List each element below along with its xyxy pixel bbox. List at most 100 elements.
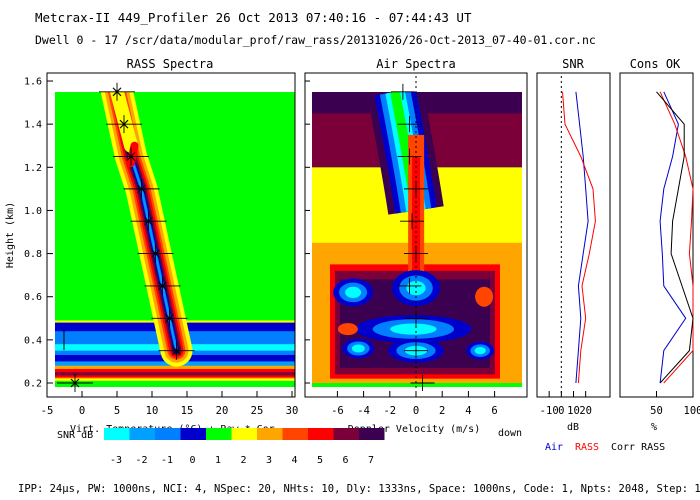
y-tick-label: 1.0 xyxy=(24,206,42,217)
colorbar-swatch xyxy=(333,428,359,440)
colorbar-tick-label: 7 xyxy=(368,455,374,466)
series-line-rass xyxy=(562,91,596,384)
rass-marker xyxy=(137,244,174,263)
colorbar-tick-label: -3 xyxy=(110,455,122,466)
air-title: Air Spectra xyxy=(376,57,455,71)
x-tick-label: 20 xyxy=(579,405,592,417)
rass-band xyxy=(55,372,295,376)
rass-marker xyxy=(144,276,181,295)
footer-text: IPP: 24µs, PW: 1000ns, NCI: 4, NSpec: 20… xyxy=(18,483,700,495)
x-tick-label: -2 xyxy=(383,405,396,417)
air-marker xyxy=(404,342,428,359)
rass-marker xyxy=(113,147,149,166)
y-tick-label: 1.4 xyxy=(24,120,42,131)
x-tick-label: 0 xyxy=(79,405,85,417)
air-marks xyxy=(390,83,435,391)
colorbar-tick-label: -2 xyxy=(135,455,147,466)
colorbar-tick-label: 1 xyxy=(215,455,221,466)
snr-xlabel: dB xyxy=(567,422,579,433)
rass-spectra-field xyxy=(55,92,295,387)
colorbar-swatch xyxy=(155,428,181,440)
x-tick-label: -5 xyxy=(41,405,54,417)
y-tick-label: 1.6 xyxy=(24,77,42,88)
series-line-rass xyxy=(659,91,694,384)
rass-title: RASS Spectra xyxy=(127,57,214,71)
air-marker xyxy=(404,180,428,197)
colorbar-tick-label: 5 xyxy=(317,455,323,466)
air-blob xyxy=(406,280,426,296)
air-xlabel: Doppler Velocity (m/s) xyxy=(348,424,480,435)
air-marker xyxy=(400,213,425,230)
rass-marker xyxy=(123,179,160,198)
snr-title: SNR xyxy=(562,57,584,71)
colorbar-tick-label: 2 xyxy=(240,455,246,466)
rass-marker xyxy=(158,341,195,360)
colorbar-label: SNR dB xyxy=(57,430,93,441)
x-tick-label: 10 xyxy=(146,405,159,417)
air-marker xyxy=(397,116,422,133)
air-xlabel-down: down xyxy=(498,428,522,439)
air-blob xyxy=(475,286,494,307)
colorbar-swatch xyxy=(180,428,206,440)
x-tick-label: 6 xyxy=(491,405,497,417)
rass-frame xyxy=(46,72,296,398)
air-marker xyxy=(404,245,428,262)
legend-corr: Corr RASS xyxy=(611,442,665,453)
snr-plot: -10 0 10 20 xyxy=(540,76,596,417)
air-blob xyxy=(474,347,486,355)
colorbar-swatch xyxy=(231,428,257,440)
rass-marker xyxy=(99,82,135,101)
series-line-air xyxy=(659,91,687,384)
y-tick-label: 1.2 xyxy=(24,163,42,174)
colorbar-swatch xyxy=(129,428,155,440)
series-line-air xyxy=(575,91,589,384)
x-tick-label: 25 xyxy=(251,405,264,417)
x-tick-label: 100 xyxy=(684,405,700,417)
x-tick-label: 20 xyxy=(216,405,229,417)
air-marker xyxy=(397,148,422,165)
x-tick-label: 2 xyxy=(439,405,445,417)
air-blob xyxy=(345,286,362,299)
colorbar-tick-label: 0 xyxy=(189,455,195,466)
x-tick-label: 30 xyxy=(286,405,299,417)
snr-frame xyxy=(536,72,611,398)
colorbar-swatch xyxy=(359,428,385,440)
colorbar-swatch xyxy=(206,428,232,440)
air-blob xyxy=(337,323,358,336)
cons-plot: 50 100 xyxy=(650,91,700,417)
colorbar-swatch xyxy=(282,428,308,440)
x-tick-label: -6 xyxy=(331,405,344,417)
rass-marker xyxy=(57,374,93,392)
x-tick-label: 10 xyxy=(567,405,580,417)
x-tick-label: -4 xyxy=(357,405,370,417)
rass-marker xyxy=(151,309,188,328)
x-tick-label: 0 xyxy=(558,405,564,417)
x-tick-label: 0 xyxy=(413,405,419,417)
colorbar-tick-label: 6 xyxy=(342,455,348,466)
air-blob xyxy=(351,344,365,353)
cons-xlabel: % xyxy=(651,422,657,433)
colorbar: -3 -2 -1 0 1 2 3 4 5 6 7 xyxy=(104,428,385,466)
x-tick-label: 4 xyxy=(465,405,471,417)
colorbar-tick-label: 4 xyxy=(291,455,297,466)
y-tick-label: 0.4 xyxy=(24,335,42,346)
air-center xyxy=(412,156,421,271)
legend-rass: RASS xyxy=(575,442,599,453)
air-spectra-field xyxy=(312,92,522,387)
y-tick-label: 0.6 xyxy=(24,292,42,303)
y-tick-label: 0.8 xyxy=(24,249,42,260)
colorbar-swatch xyxy=(308,428,334,440)
x-tick-label: -10 xyxy=(540,405,559,417)
colorbar-swatch xyxy=(257,428,283,440)
cons-title: Cons OK xyxy=(630,57,681,71)
air-marker xyxy=(390,83,415,100)
air-marker xyxy=(410,375,435,391)
x-tick-label: 50 xyxy=(650,405,663,417)
air-blob xyxy=(390,323,437,335)
y-tick-label: 0.2 xyxy=(24,379,42,390)
rass-marker xyxy=(130,212,167,231)
x-tick-label: 5 xyxy=(114,405,120,417)
rass-marks xyxy=(57,82,195,392)
rass-marker xyxy=(106,115,142,134)
